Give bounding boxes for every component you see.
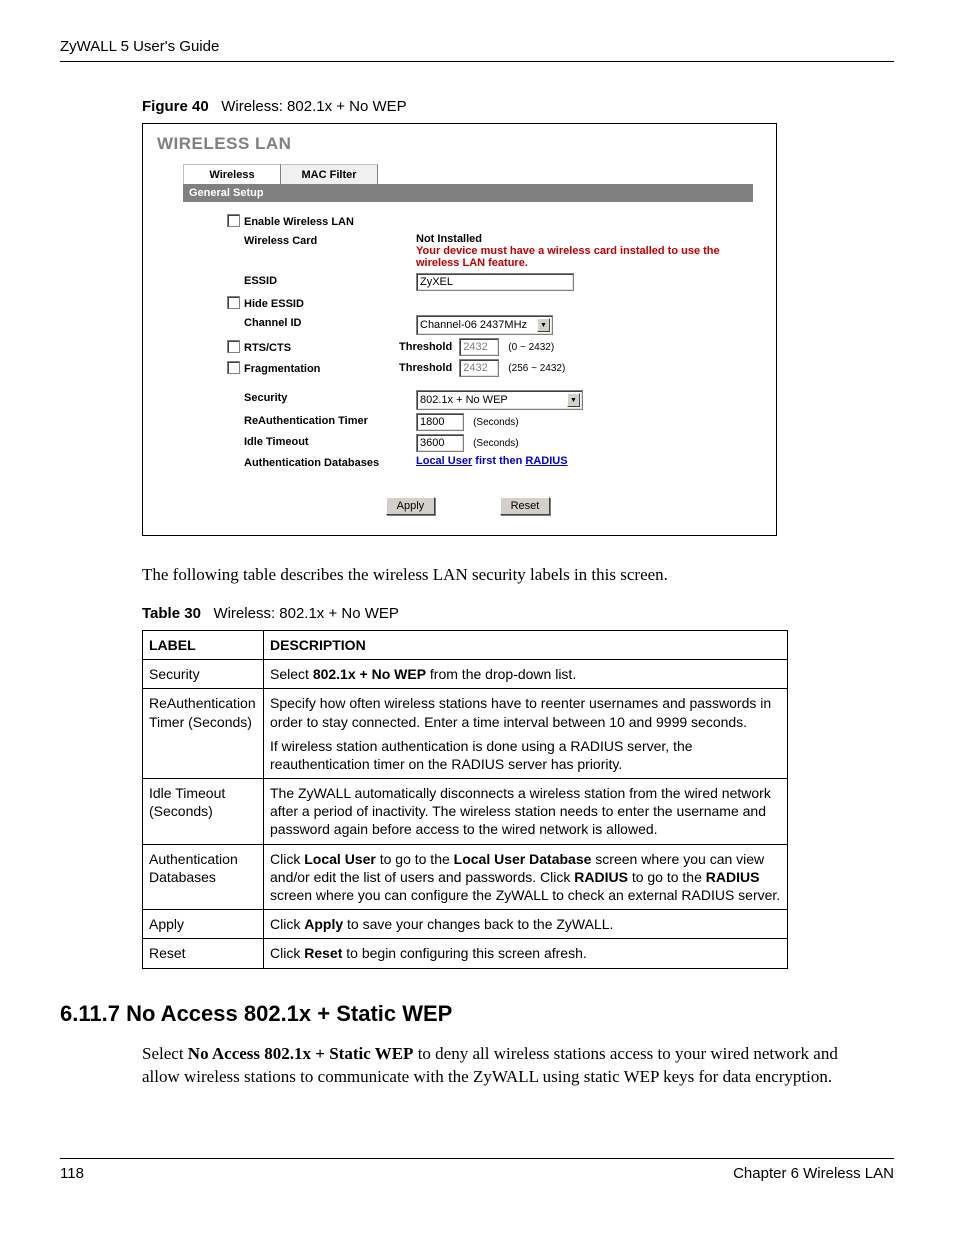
description-table: LABEL DESCRIPTION Security Select 802.1x… xyxy=(142,630,788,969)
cell-label: ReAuthentication Timer (Seconds) xyxy=(143,689,264,779)
frag-threshold-label: Threshold xyxy=(399,362,452,374)
cell-desc: Click Apply to save your changes back to… xyxy=(264,910,788,939)
apply-button[interactable]: Apply xyxy=(386,497,436,515)
running-header: ZyWALL 5 User's Guide xyxy=(60,38,894,62)
cell-desc: Select 802.1x + No WEP from the drop-dow… xyxy=(264,660,788,689)
security-label: Security xyxy=(227,390,416,404)
table-row: Security Select 802.1x + No WEP from the… xyxy=(143,660,788,689)
rts-label: RTS/CTS xyxy=(227,338,399,354)
security-value: 802.1x + No WEP xyxy=(420,394,508,406)
warning-text: Your device must have a wireless card in… xyxy=(416,245,720,269)
frag-threshold-input[interactable] xyxy=(459,359,499,377)
th-description: DESCRIPTION xyxy=(264,630,788,659)
figure-title: Wireless: 802.1x + No WEP xyxy=(221,98,406,115)
rts-text: RTS/CTS xyxy=(244,342,291,354)
cell-desc: Click Local User to go to the Local User… xyxy=(264,844,788,910)
idle-label: Idle Timeout xyxy=(227,434,416,448)
hide-essid-label: Hide ESSID xyxy=(227,294,399,310)
security-select[interactable]: 802.1x + No WEP ▼ xyxy=(416,390,583,410)
essid-label: ESSID xyxy=(227,273,416,287)
not-installed-text: Not Installed xyxy=(416,233,482,245)
table-row: Reset Click Reset to begin configuring t… xyxy=(143,939,788,968)
table-title: Wireless: 802.1x + No WEP xyxy=(213,605,398,622)
reauth-seconds: (Seconds) xyxy=(473,417,519,428)
table-row: ReAuthentication Timer (Seconds) Specify… xyxy=(143,689,788,779)
channel-value: Channel-06 2437MHz xyxy=(420,319,527,331)
tab-mac-filter[interactable]: MAC Filter xyxy=(281,164,378,184)
hide-essid-checkbox[interactable] xyxy=(227,296,240,309)
authdb-label: Authentication Databases xyxy=(227,455,416,469)
cell-label: Reset xyxy=(143,939,264,968)
rts-checkbox[interactable] xyxy=(227,340,240,353)
frag-checkbox[interactable] xyxy=(227,361,240,374)
cell-label: Authentication Databases xyxy=(143,844,264,910)
enable-wireless-label: Enable Wireless LAN xyxy=(227,212,399,228)
dropdown-arrow-icon: ▼ xyxy=(567,393,580,407)
panel: General Setup Enable Wireless LAN Wirele… xyxy=(183,184,753,515)
essid-input[interactable] xyxy=(416,273,574,291)
cell-desc: Specify how often wireless stations have… xyxy=(264,689,788,779)
cell-desc: The ZyWALL automatically disconnects a w… xyxy=(264,779,788,845)
rts-threshold-label: Threshold xyxy=(399,341,452,353)
cell-label: Security xyxy=(143,660,264,689)
cell-label: Apply xyxy=(143,910,264,939)
local-user-link[interactable]: Local User xyxy=(416,455,472,467)
wireless-lan-screenshot: WIRELESS LAN Wireless MAC Filter General… xyxy=(142,123,777,536)
frag-text: Fragmentation xyxy=(244,363,320,375)
figure-label: Figure 40 xyxy=(142,98,209,115)
page-number: 118 xyxy=(60,1165,84,1182)
reauth-label: ReAuthentication Timer xyxy=(227,413,416,427)
idle-seconds: (Seconds) xyxy=(473,438,519,449)
figure-caption: Figure 40 Wireless: 802.1x + No WEP xyxy=(142,98,894,115)
enable-wireless-checkbox[interactable] xyxy=(227,214,240,227)
page-footer: 118 Chapter 6 Wireless LAN xyxy=(60,1158,894,1182)
dropdown-arrow-icon: ▼ xyxy=(537,318,550,332)
th-label: LABEL xyxy=(143,630,264,659)
tabs-row: Wireless MAC Filter xyxy=(183,162,766,184)
rts-threshold-input[interactable] xyxy=(459,338,499,356)
table-label: Table 30 xyxy=(142,605,201,622)
section-body: Select No Access 802.1x + Static WEP to … xyxy=(142,1043,874,1089)
frag-range: (256 ~ 2432) xyxy=(508,363,565,374)
section-header: General Setup xyxy=(183,184,753,202)
frag-label: Fragmentation xyxy=(227,359,399,375)
enable-wireless-text: Enable Wireless LAN xyxy=(244,216,354,228)
channel-select[interactable]: Channel-06 2437MHz ▼ xyxy=(416,315,553,335)
rts-range: (0 ~ 2432) xyxy=(508,342,554,353)
cell-label: Idle Timeout (Seconds) xyxy=(143,779,264,845)
reset-button[interactable]: Reset xyxy=(500,497,551,515)
cell-desc: Click Reset to begin configuring this sc… xyxy=(264,939,788,968)
idle-input[interactable] xyxy=(416,434,464,452)
channel-label: Channel ID xyxy=(227,315,416,329)
radius-link[interactable]: RADIUS xyxy=(525,455,567,467)
button-row: Apply Reset xyxy=(183,496,753,515)
reauth-input[interactable] xyxy=(416,413,464,431)
authdb-mid: first then xyxy=(472,455,525,467)
section-heading: 6.11.7 No Access 802.1x + Static WEP xyxy=(60,1001,894,1027)
screenshot-title: WIRELESS LAN xyxy=(157,134,766,154)
table-row: Idle Timeout (Seconds) The ZyWALL automa… xyxy=(143,779,788,845)
form-area: Enable Wireless LAN Wireless Card Not In… xyxy=(183,202,753,480)
chapter-label: Chapter 6 Wireless LAN xyxy=(733,1165,894,1182)
hide-essid-text: Hide ESSID xyxy=(244,298,304,310)
tab-wireless[interactable]: Wireless xyxy=(183,164,281,184)
intro-text: The following table describes the wirele… xyxy=(142,564,894,587)
table-row: Apply Click Apply to save your changes b… xyxy=(143,910,788,939)
table-caption: Table 30 Wireless: 802.1x + No WEP xyxy=(142,605,894,622)
wireless-card-label: Wireless Card xyxy=(227,233,416,247)
table-row: Authentication Databases Click Local Use… xyxy=(143,844,788,910)
